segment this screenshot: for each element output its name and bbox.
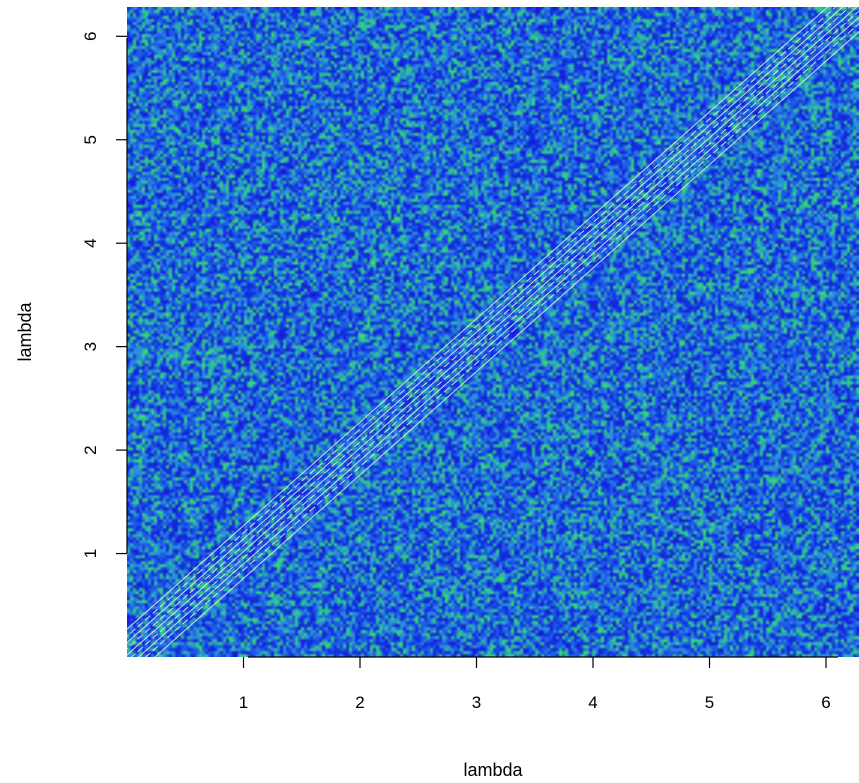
contour-line: [130, 10, 859, 657]
x-tick-label: 2: [355, 693, 364, 712]
y-tick-label: 4: [81, 238, 100, 247]
contour-line: [144, 22, 859, 657]
x-tick-label: 1: [239, 693, 248, 712]
contour-line: [137, 16, 859, 657]
contour-line: [154, 31, 859, 657]
x-tick-label: 3: [472, 693, 481, 712]
contour-line: [127, 7, 837, 637]
y-tick-label: 2: [81, 445, 100, 454]
heatmap-noise-field: [127, 7, 859, 657]
y-tick-label: 6: [81, 32, 100, 41]
x-tick-label: 4: [588, 693, 597, 712]
y-tick-label: 5: [81, 135, 100, 144]
y-tick-label: 3: [81, 342, 100, 351]
diagonal-contour-lines: [127, 7, 859, 657]
contour-line: [127, 7, 851, 650]
x-axis: 1 2 3 4 5 6: [239, 656, 838, 712]
contour-line: [127, 7, 844, 644]
contour-line: [127, 7, 858, 656]
y-tick-label: 1: [81, 549, 100, 558]
x-axis-title: lambda: [463, 760, 523, 780]
x-tick-label: 6: [821, 693, 830, 712]
x-tick-label: 5: [705, 693, 714, 712]
y-axis-title: lambda: [15, 301, 35, 361]
contour-line: [127, 7, 829, 630]
y-axis: 1 2 3 4 5 6: [81, 32, 128, 558]
heatmap-plot-area: [127, 7, 859, 657]
